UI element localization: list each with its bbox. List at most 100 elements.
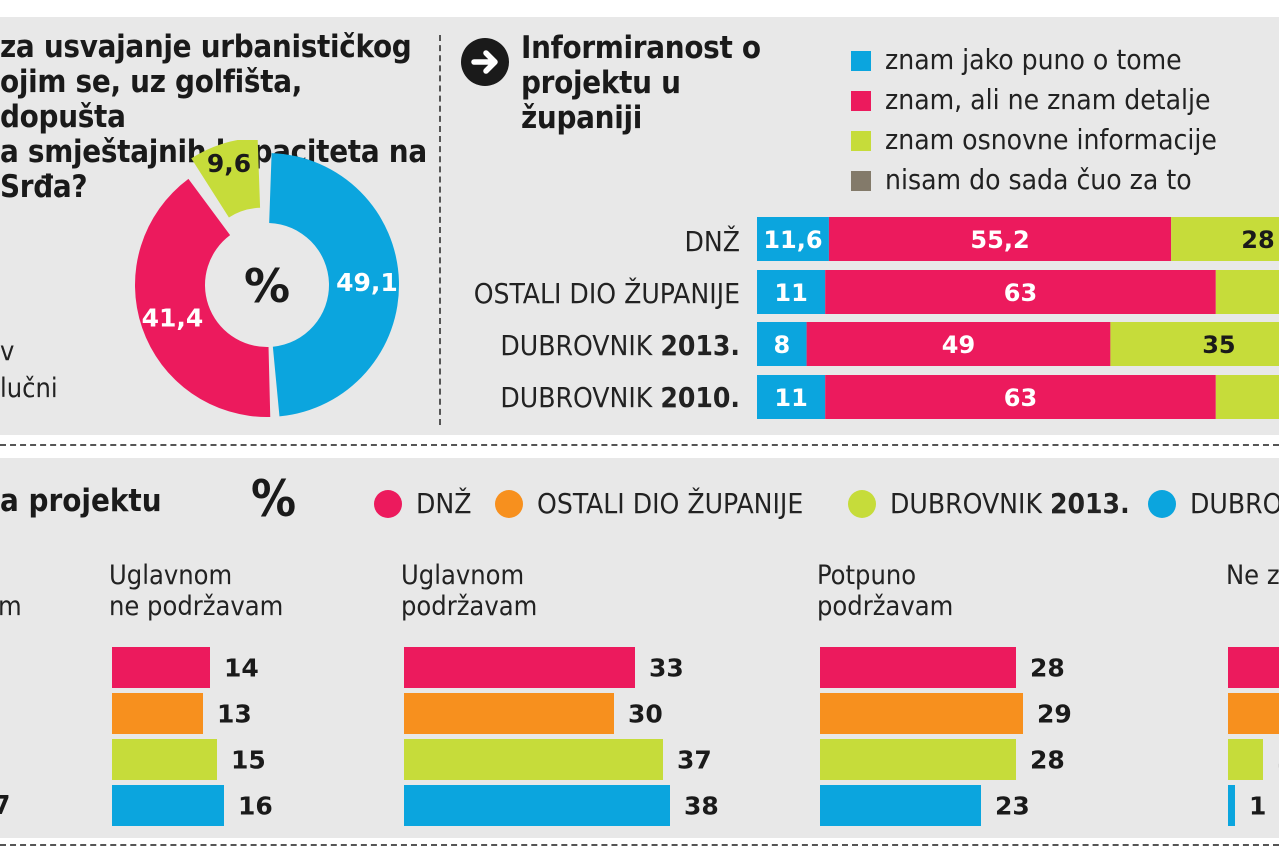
group-bar (112, 739, 217, 780)
group-header: Ne z (1226, 560, 1279, 591)
group-bar (820, 693, 1023, 734)
row-label-year: 2013. (660, 329, 740, 362)
group-bar-value: 23 (995, 792, 1030, 821)
donut-chart: 49,1 41,4 9,6% (135, 140, 400, 417)
legend-swatch-grey (851, 171, 871, 191)
stacked-bar-segment (1215, 270, 1279, 314)
legend-dot-lime (848, 490, 876, 518)
group-header-line: Ne z (1226, 560, 1279, 591)
stacked-bar-segment (825, 270, 1216, 314)
informiranost-title-line: Informiranost o (521, 30, 761, 66)
informiranost-title: Informiranost o projektu u županiji (521, 31, 821, 136)
legend-label: znam, ali ne znam detalje (885, 83, 1211, 116)
pie-title-line: ojim se, uz golfišta, dopušta (0, 64, 303, 135)
legend-dot-pink (374, 490, 402, 518)
group-header-line: podržavam (817, 591, 954, 622)
pie-legend-fragment: lučni (0, 373, 58, 404)
row-label: DUBROVNIK 2013. (500, 329, 740, 362)
group-bar-value: 1 (1249, 792, 1266, 821)
stacked-bar-label: 63 (1004, 279, 1037, 307)
stacked-bar-label: 8 (773, 331, 790, 359)
legend-label-text: DUBRO (1190, 487, 1279, 520)
stacked-bar-label: 11,6 (763, 226, 822, 254)
legend-dot-blue (1148, 490, 1176, 518)
top-divider (0, 444, 1279, 446)
row-label: DNŽ (685, 225, 741, 258)
group-header-line: Uglavnom (401, 560, 525, 591)
row-label-text: DUBROVNIK (500, 381, 661, 414)
stacked-bar-segment (806, 322, 1111, 366)
row-label-text: OSTALI DIO ŽUPANIJE (473, 277, 740, 310)
informiranost-title-line: županiji (521, 100, 642, 136)
legend-label: nisam do sada čuo za to (885, 163, 1192, 196)
group-bar (112, 693, 203, 734)
podrska-percent: % (251, 470, 297, 528)
legend-label: DUBROVNIK 2013. (890, 487, 1130, 520)
stacked-bar-label: 63 (1004, 384, 1037, 412)
group-bar (404, 785, 670, 826)
group-bar-value: 38 (684, 792, 719, 821)
group-bar-value: 16 (238, 792, 273, 821)
stacked-bar-segment (757, 217, 829, 261)
group-bar-value: 29 (1037, 700, 1072, 729)
row-label-text: DUBROVNIK (500, 329, 661, 362)
group-bar-value: 5 (1277, 746, 1279, 775)
group-bar-value: 13 (217, 700, 252, 729)
group-bar (1228, 693, 1279, 734)
stacked-bar-segment (757, 375, 826, 419)
legend-label-text: DNŽ (416, 487, 472, 520)
legend-swatch-lime (851, 131, 871, 151)
stacked-bar-segment (828, 217, 1172, 261)
group-bar (1228, 739, 1263, 780)
row-label: DUBROVNIK 2010. (500, 381, 740, 414)
pie-slice (269, 153, 400, 417)
stacked-bar-label: 49 (942, 331, 975, 359)
stacked-bar-segment (825, 375, 1216, 419)
group-header-line: Uglavnom (109, 560, 233, 591)
clipped-value-label: 7 (0, 791, 11, 821)
group-bar (112, 785, 224, 826)
group-bar (404, 739, 663, 780)
group-header-line: Potpuno (817, 560, 917, 591)
pie-title-line: za usvajanje urbanističkog (0, 29, 412, 65)
stacked-bar-segment (1171, 217, 1279, 261)
group-header: Uglavnom podržavam (401, 560, 537, 622)
stacked-bar-label: 35 (1202, 331, 1235, 359)
pie-title-line: Srđa? (0, 169, 88, 205)
legend-label-text: DUBROVNIK (890, 487, 1050, 520)
bottom-divider (0, 844, 1279, 846)
stacked-bar-segment (757, 322, 807, 366)
group-bar (1228, 785, 1235, 826)
group-header: m (0, 560, 22, 622)
legend-label: OSTALI DIO ŽUPANIJE (537, 487, 803, 520)
pie-slice (191, 140, 261, 218)
pie-slice (135, 178, 271, 417)
legend-label: DUBRO (1190, 487, 1279, 520)
stacked-bar-label: 55,2 (970, 226, 1029, 254)
row-label-text: DNŽ (684, 225, 741, 258)
group-bar-value: 15 (231, 746, 266, 775)
group-bar (820, 739, 1016, 780)
group-bar-value: 28 (1030, 746, 1065, 775)
informiranost-title-line: projektu u (521, 65, 681, 101)
pie-legend-fragment: v (0, 336, 15, 367)
stacked-bar-segment (1215, 375, 1279, 419)
group-header-line: m (0, 591, 22, 622)
group-bar (820, 785, 981, 826)
pie-slice-label: 41,4 (142, 304, 204, 333)
group-bar-value: 37 (677, 746, 712, 775)
legend-dot-orange (495, 490, 523, 518)
row-label-year: 2010. (660, 381, 740, 414)
stacked-bar-label: 28 (1241, 226, 1274, 254)
group-bar-value: 30 (628, 700, 663, 729)
row-label: OSTALI DIO ŽUPANIJE (474, 277, 740, 310)
stacked-bar-label: 11 (774, 279, 807, 307)
group-bar (1228, 647, 1279, 688)
group-bar (404, 647, 635, 688)
group-bar (820, 647, 1016, 688)
legend-label: DNŽ (416, 487, 472, 520)
pie-center-label: % (244, 259, 290, 313)
stacked-bar-label: 11 (774, 384, 807, 412)
